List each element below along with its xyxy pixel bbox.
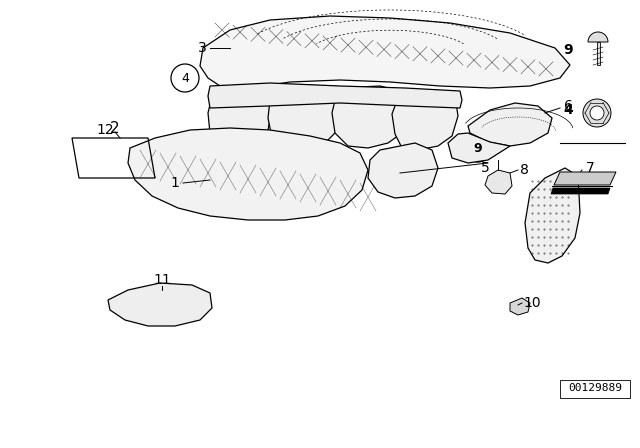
Bar [540, 218, 558, 232]
Wedge shape [590, 106, 604, 120]
Text: 11: 11 [153, 273, 171, 287]
Wedge shape [583, 99, 611, 127]
Text: 6: 6 [564, 99, 572, 113]
Polygon shape [332, 86, 408, 148]
Bar [155, 300, 183, 320]
Bar [560, 380, 630, 398]
Polygon shape [392, 90, 458, 150]
Text: 8: 8 [520, 163, 529, 177]
Text: 9: 9 [563, 43, 573, 57]
Polygon shape [510, 298, 530, 315]
Polygon shape [448, 133, 510, 163]
Polygon shape [208, 86, 272, 148]
Wedge shape [588, 32, 608, 42]
Text: 00129889: 00129889 [568, 383, 622, 393]
Text: 7: 7 [586, 161, 595, 175]
Bar [596, 42, 600, 65]
Polygon shape [368, 143, 438, 198]
Polygon shape [268, 85, 345, 146]
Text: 5: 5 [481, 161, 490, 175]
Bar [232, 108, 248, 128]
Bar [430, 57, 452, 75]
Polygon shape [554, 172, 616, 185]
Polygon shape [208, 83, 462, 108]
Text: 4: 4 [181, 72, 189, 85]
Circle shape [172, 187, 178, 193]
Bar [540, 194, 558, 208]
Bar [370, 55, 392, 73]
Circle shape [464, 134, 492, 162]
Text: 2: 2 [110, 121, 120, 135]
Text: 1: 1 [171, 176, 179, 190]
Polygon shape [525, 168, 580, 263]
Text: 12: 12 [96, 123, 114, 137]
Text: 9: 9 [474, 142, 483, 155]
Bar [500, 64, 518, 80]
Polygon shape [485, 170, 512, 194]
Polygon shape [468, 103, 552, 146]
Text: 10: 10 [523, 296, 541, 310]
Polygon shape [200, 16, 570, 88]
Circle shape [171, 64, 199, 92]
Text: 4: 4 [563, 103, 573, 117]
Bar [292, 62, 310, 78]
Polygon shape [551, 188, 610, 194]
Polygon shape [128, 128, 368, 220]
Polygon shape [108, 283, 212, 326]
Text: 3: 3 [198, 41, 206, 55]
